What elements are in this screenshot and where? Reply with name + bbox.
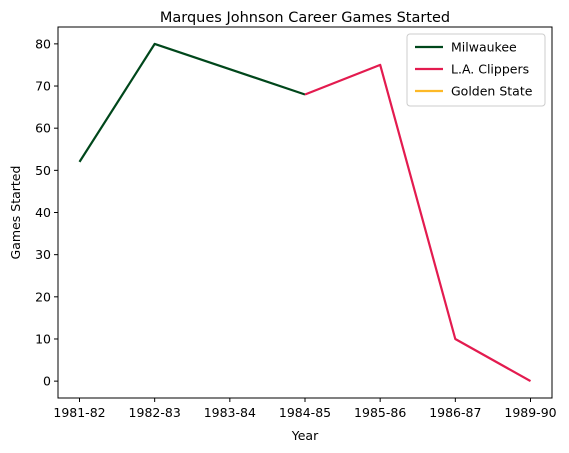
x-tick-label: 1983-84 <box>204 405 256 420</box>
y-axis-label: Games Started <box>8 166 23 260</box>
y-tick-label: 60 <box>35 121 51 136</box>
y-tick-label: 50 <box>35 163 51 178</box>
x-tick-label: 1982-83 <box>129 405 181 420</box>
plot-area: 0 10 20 30 40 50 60 70 80 1981-82 1982-83 1983-84 19… <box>35 36 557 420</box>
x-tick-label: 1989-90 <box>504 405 556 420</box>
y-tick-label: 0 <box>43 374 51 389</box>
y-tick-label: 40 <box>35 205 51 220</box>
y-tick-label: 10 <box>35 331 51 346</box>
plot-frame <box>57 26 553 399</box>
legend: Milwaukee L.A. Clippers Golden State <box>406 33 546 107</box>
legend-label: L.A. Clippers <box>451 62 529 77</box>
y-tick-label: 70 <box>35 79 51 94</box>
y-tick-label: 20 <box>35 289 51 304</box>
series-line-l-a-clippers <box>304 63 532 383</box>
x-tick-label: 1985-86 <box>354 405 406 420</box>
y-tick-label: 30 <box>35 247 51 262</box>
legend-label: Golden State <box>451 84 533 99</box>
x-tick-label: 1986-87 <box>429 405 481 420</box>
chart-title: Marques Johnson Career Games Started <box>160 10 450 26</box>
legend-label: Milwaukee <box>451 40 517 55</box>
x-tick-label: 1981-82 <box>53 405 105 420</box>
x-axis-label: Year <box>291 428 319 443</box>
series-line-milwaukee <box>78 42 306 163</box>
legend-box <box>406 33 546 107</box>
x-tick-label: 1984-85 <box>279 405 331 420</box>
y-tick-label: 80 <box>35 36 51 51</box>
